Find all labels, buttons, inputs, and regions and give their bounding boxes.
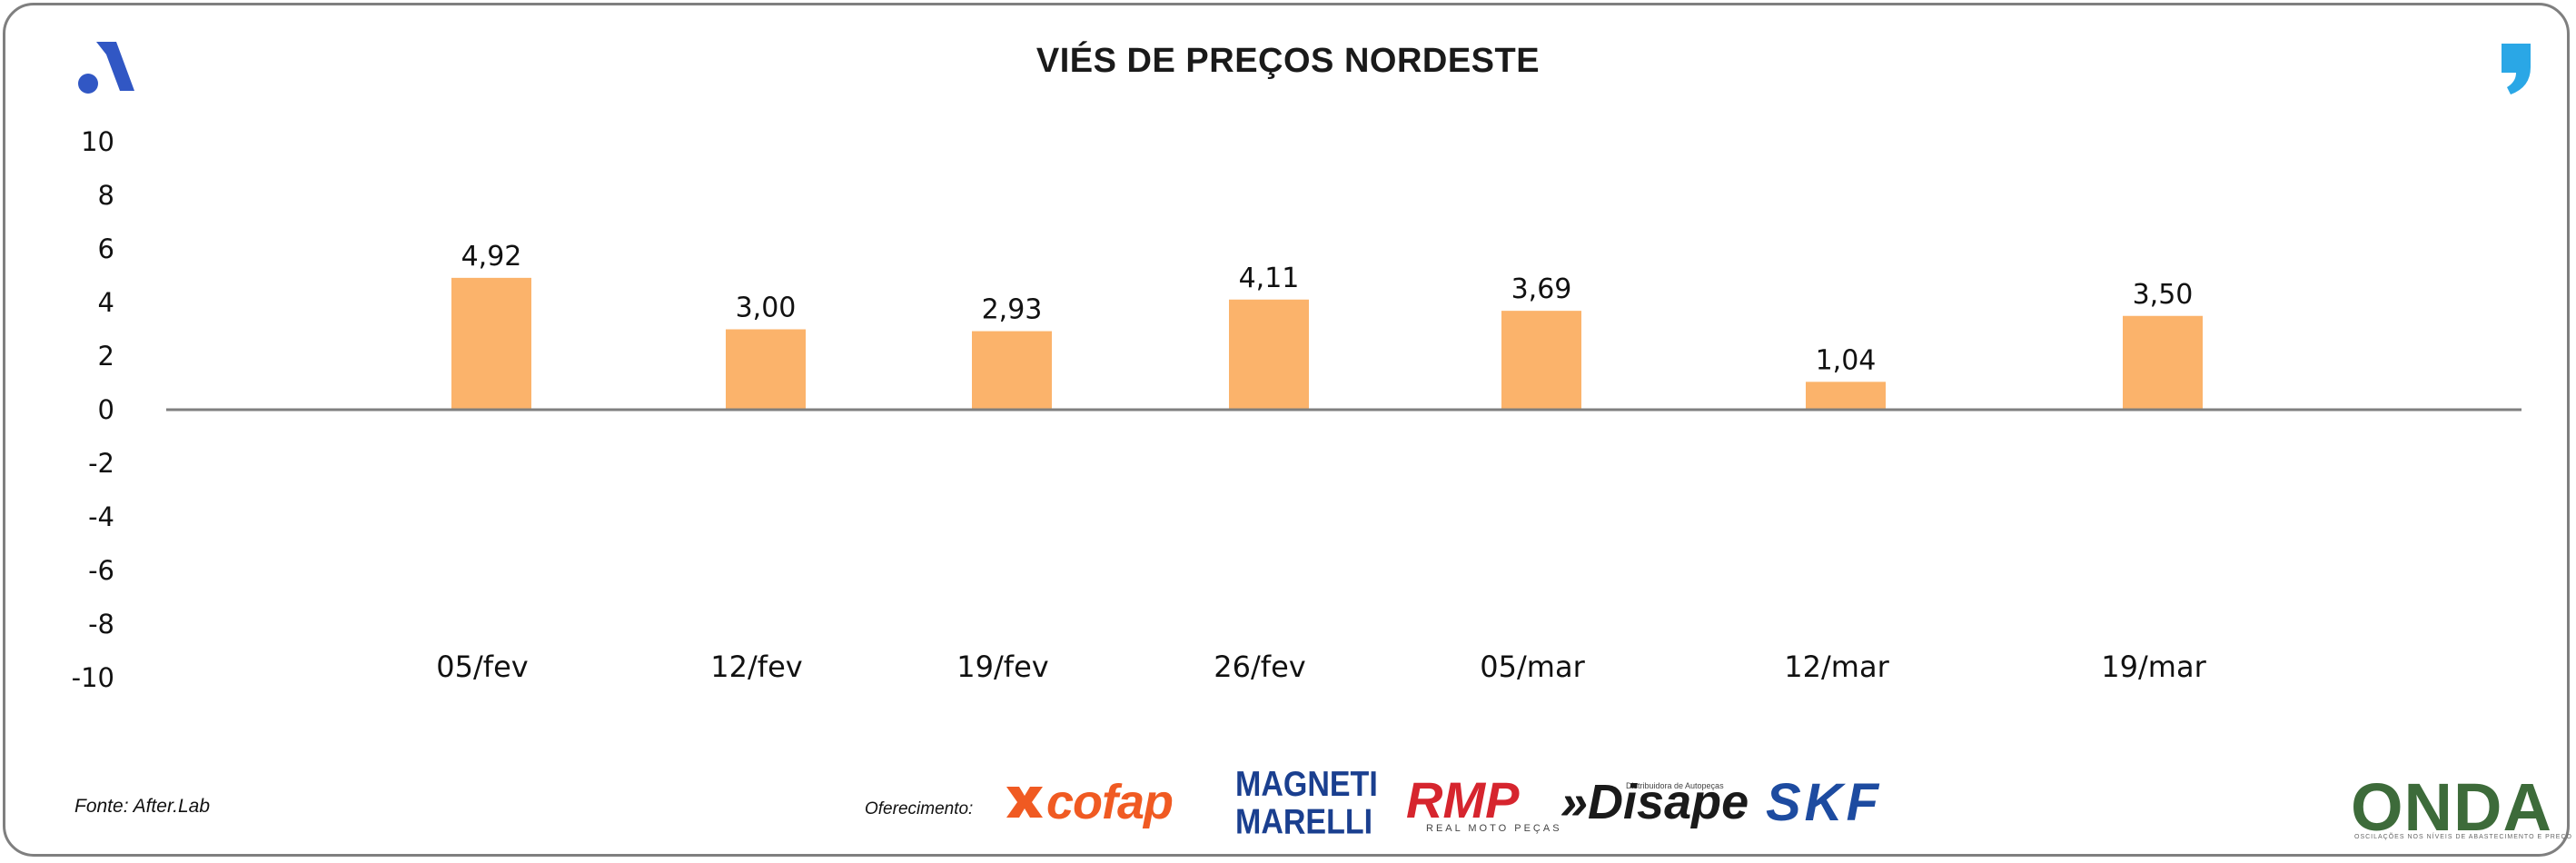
x-tick-label: 26/fev bbox=[1214, 650, 1305, 684]
source-note: Fonte: After.Lab bbox=[74, 796, 211, 817]
chart-title: VIÉS DE PREÇOS NORDESTE bbox=[1035, 42, 1541, 80]
y-tick-label: 10 bbox=[81, 126, 114, 157]
cofap-logo-icon bbox=[1006, 787, 1043, 818]
bar bbox=[726, 329, 806, 410]
x-tick-label: 12/mar bbox=[1784, 650, 1889, 684]
sponsor-skf: SKF bbox=[1766, 773, 1882, 832]
x-tick-label: 19/mar bbox=[2101, 650, 2206, 684]
magneti-line-2: MARELLI bbox=[1235, 801, 1373, 842]
afterlab-a-logo-icon bbox=[78, 42, 134, 94]
bar bbox=[1806, 382, 1886, 410]
magneti-line-1: MAGNETI bbox=[1235, 764, 1378, 805]
sponsor-disape: »Disape bbox=[1560, 775, 1749, 829]
y-tick-label: -10 bbox=[72, 662, 114, 693]
onda-logo: ONDA bbox=[2351, 769, 2552, 845]
sponsor-cofap: cofap bbox=[1046, 775, 1174, 829]
comma-logo-icon bbox=[2502, 44, 2531, 94]
data-label: 3,00 bbox=[736, 293, 797, 324]
data-label: 1,04 bbox=[1816, 344, 1877, 376]
x-tick-label: 12/fev bbox=[710, 650, 802, 684]
y-tick-label: 6 bbox=[98, 233, 114, 264]
x-tick-label: 19/fev bbox=[956, 650, 1048, 684]
data-label: 3,50 bbox=[2133, 279, 2194, 311]
y-tick-label: -6 bbox=[88, 555, 114, 586]
x-tick-label: 05/mar bbox=[1480, 650, 1585, 684]
bar bbox=[1501, 311, 1581, 410]
bar bbox=[451, 277, 531, 410]
bar bbox=[2123, 315, 2203, 410]
y-tick-label: 2 bbox=[98, 341, 114, 372]
onda-tagline: OSCILAÇÕES NOS NÍVEIS DE ABASTECIMENTO E… bbox=[2354, 834, 2572, 840]
bar bbox=[972, 331, 1052, 410]
sponsor-disape-subtitle: Distribuidora de Autopeças bbox=[1626, 781, 1724, 790]
data-label: 4,11 bbox=[1239, 263, 1300, 294]
x-tick-label: 05/fev bbox=[436, 650, 528, 684]
y-tick-label: -8 bbox=[88, 609, 114, 640]
sponsor-label: Oferecimento: bbox=[865, 799, 974, 818]
chart-card bbox=[3, 3, 2570, 857]
y-tick-label: 4 bbox=[98, 287, 114, 318]
data-label: 4,92 bbox=[461, 241, 522, 273]
sponsor-magneti-marelli: MAGNETI MARELLI bbox=[1235, 764, 1378, 842]
data-label: 3,69 bbox=[1511, 273, 1572, 305]
y-tick-label: 8 bbox=[98, 180, 114, 211]
data-label: 2,93 bbox=[982, 294, 1043, 326]
sponsor-rmp-subtitle: REAL MOTO PEÇAS bbox=[1426, 823, 1562, 834]
sponsor-rmp: RMP bbox=[1406, 771, 1520, 828]
y-tick-label: -2 bbox=[88, 448, 114, 479]
y-tick-label: -4 bbox=[88, 501, 114, 532]
bar bbox=[1229, 299, 1309, 410]
y-tick-label: 0 bbox=[98, 394, 114, 425]
